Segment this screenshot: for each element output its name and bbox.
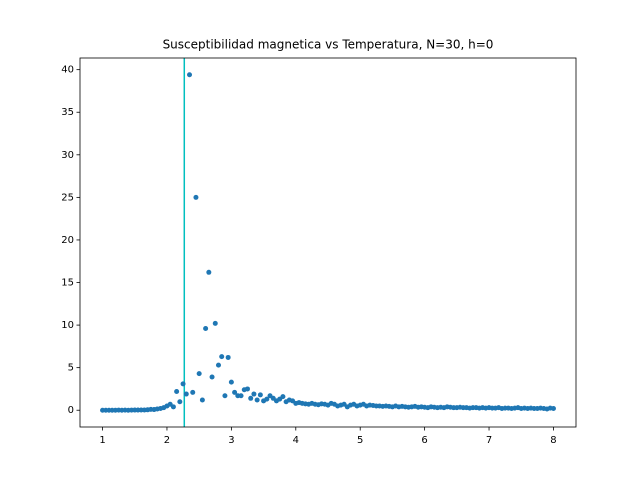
point: [254, 397, 260, 403]
chart-title: Susceptibilidad magnetica vs Temperatura…: [163, 38, 494, 52]
point: [264, 396, 270, 402]
point: [203, 325, 209, 331]
point: [190, 389, 196, 395]
y-tick-label: 30: [61, 150, 74, 161]
y-tick-label: 25: [61, 192, 74, 203]
point: [215, 362, 221, 368]
point: [199, 397, 205, 403]
x-tick-label: 5: [357, 435, 363, 446]
point: [170, 404, 176, 410]
point: [187, 72, 193, 78]
point: [228, 379, 234, 385]
y-tick-label: 5: [68, 363, 74, 374]
point: [244, 386, 250, 392]
point: [180, 381, 186, 387]
point: [206, 269, 212, 275]
point: [219, 354, 225, 360]
y-tick-label: 35: [61, 107, 74, 118]
point: [251, 391, 257, 397]
point: [257, 392, 263, 398]
point: [550, 406, 556, 412]
x-tick-label: 7: [486, 435, 492, 446]
x-tick-label: 3: [228, 435, 234, 446]
y-tick-label: 10: [61, 320, 74, 331]
point: [280, 394, 286, 400]
point: [174, 388, 180, 394]
y-tick-label: 0: [68, 405, 74, 416]
point: [248, 395, 254, 401]
x-tick-label: 8: [550, 435, 556, 446]
x-tick-label: 4: [293, 435, 299, 446]
point: [222, 393, 228, 399]
point: [212, 320, 218, 326]
y-tick-label: 20: [61, 235, 74, 246]
x-tick-label: 1: [99, 435, 105, 446]
point: [238, 393, 244, 399]
point: [193, 194, 199, 200]
point: [183, 391, 189, 397]
point: [177, 399, 183, 405]
x-tick-label: 6: [421, 435, 427, 446]
y-tick-label: 15: [61, 278, 74, 289]
x-tick-label: 2: [164, 435, 170, 446]
y-tick-label: 40: [61, 65, 74, 76]
plot-frame: [79, 57, 577, 428]
point: [232, 389, 238, 395]
point: [209, 374, 215, 380]
point: [225, 354, 231, 360]
point: [196, 371, 202, 377]
